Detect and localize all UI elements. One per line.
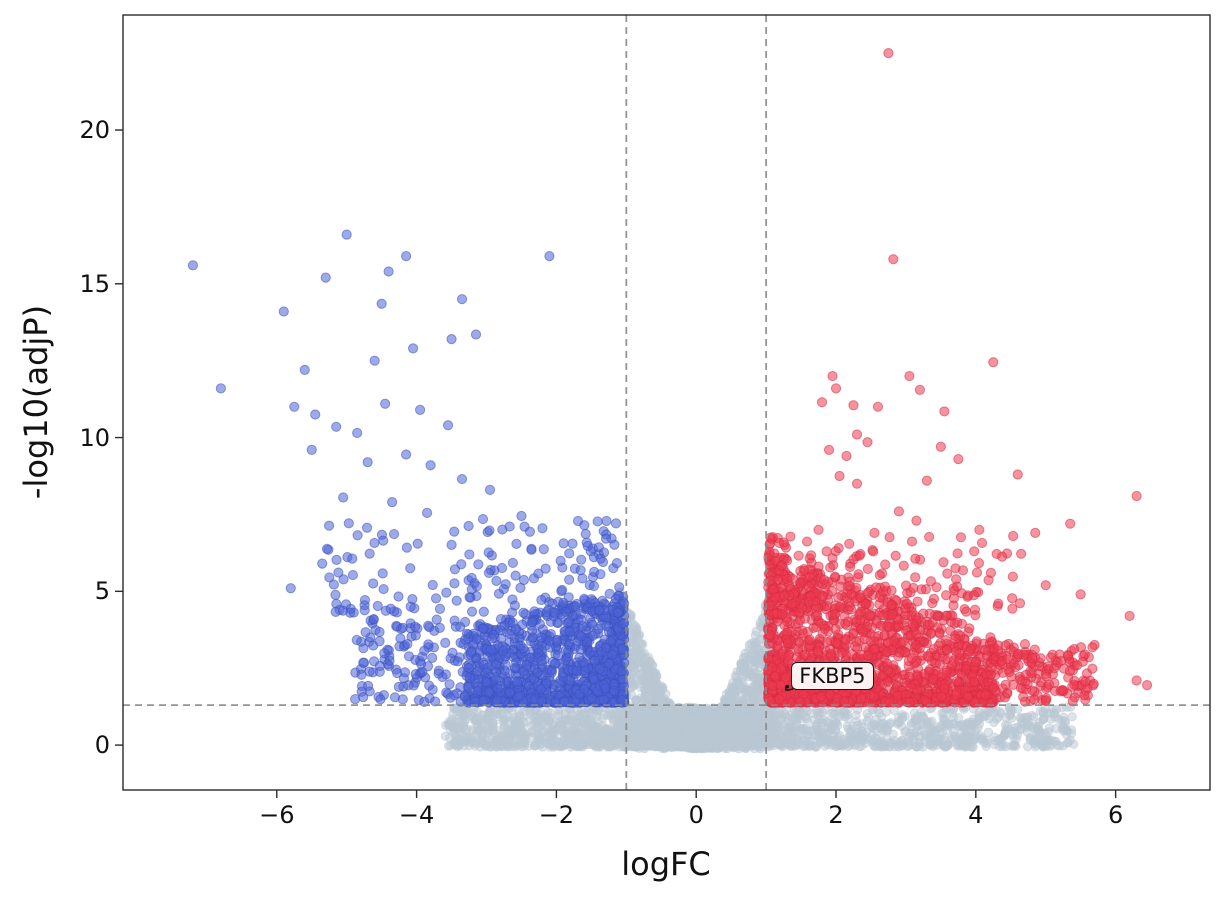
x-tick-label: 0 [688, 801, 704, 829]
y-tick-label: 10 [79, 423, 110, 452]
y-axis-label: -log10(adjP) [17, 304, 55, 500]
y-tick-label: 0 [94, 731, 110, 760]
gene-label-fkbp5: FKBP5 [791, 661, 874, 690]
y-tick-label: 5 [94, 577, 110, 606]
x-tick-label: 6 [1107, 801, 1124, 829]
x-tick-label: −6 [259, 801, 295, 829]
x-tick-label: 2 [828, 801, 844, 829]
x-tick-label: 4 [968, 801, 984, 829]
y-tick-label: 15 [79, 269, 110, 298]
y-tick-label: 20 [79, 116, 110, 145]
x-tick-label: −2 [538, 801, 575, 829]
x-axis-label: logFC [621, 845, 711, 883]
x-tick-label: −4 [398, 801, 435, 829]
